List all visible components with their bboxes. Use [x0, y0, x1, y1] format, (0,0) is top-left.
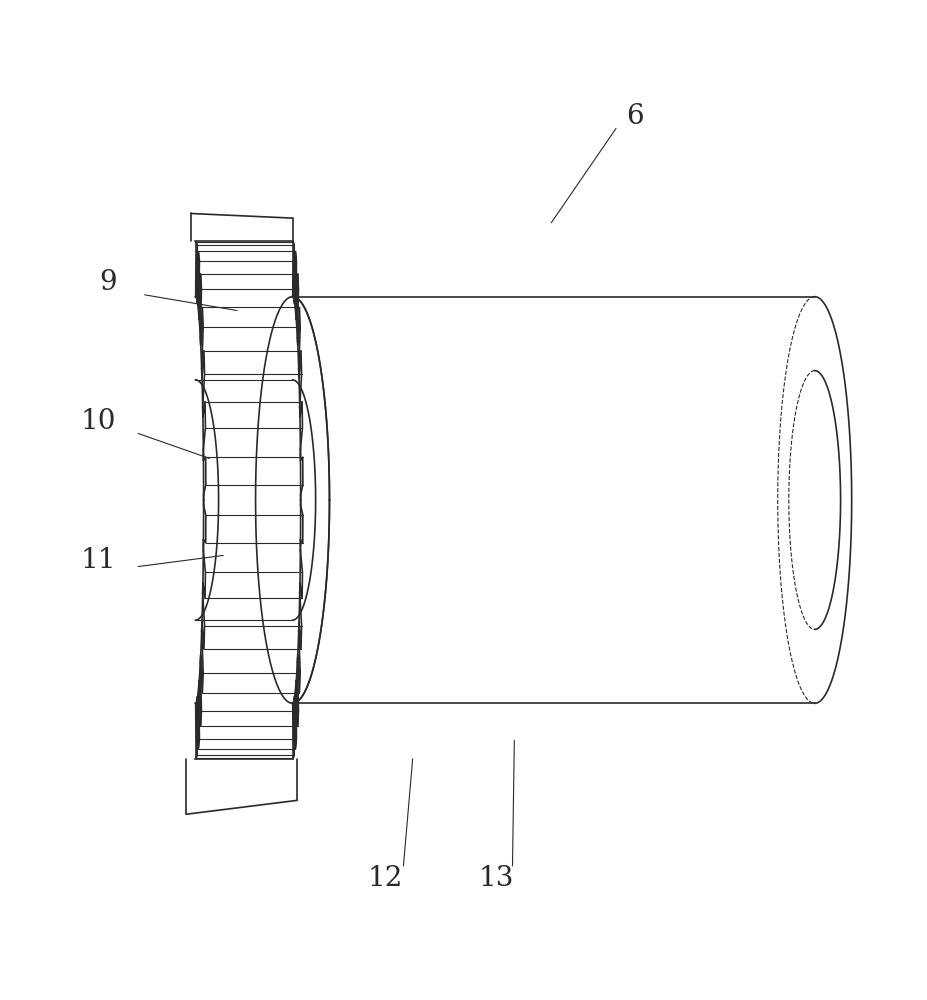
Text: 9: 9 — [99, 269, 117, 296]
Text: 6: 6 — [626, 103, 643, 130]
Text: 11: 11 — [81, 547, 116, 574]
Text: 10: 10 — [81, 408, 116, 435]
Text: 13: 13 — [478, 865, 514, 892]
Text: 12: 12 — [367, 865, 402, 892]
